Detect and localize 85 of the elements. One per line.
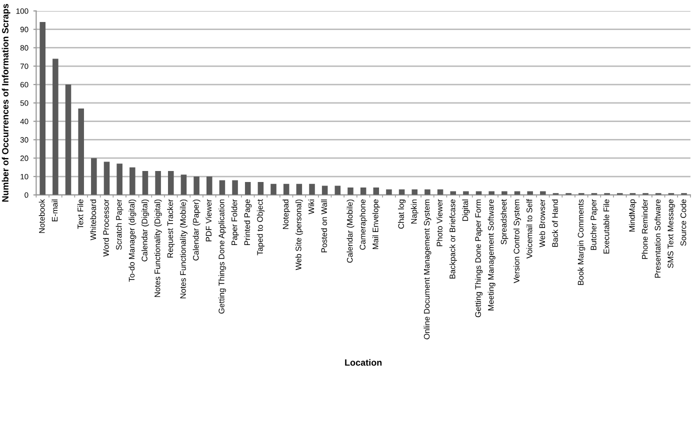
- bar: [386, 189, 392, 195]
- bar: [168, 170, 174, 195]
- x-tick-label: Presentation Software: [654, 199, 661, 278]
- x-tick-label: Mail Envelope: [372, 199, 380, 250]
- bar: [91, 158, 97, 195]
- bar: [502, 191, 508, 195]
- bar: [194, 176, 200, 195]
- x-tick-label: Wiki: [308, 200, 314, 214]
- x-tick-label: Printed Page: [244, 199, 252, 245]
- x-tick-label: Version Control System: [513, 200, 522, 284]
- x-tick-label: Getting Things Done Application: [218, 200, 226, 314]
- bar: [373, 188, 380, 195]
- bar: [360, 188, 366, 195]
- x-tick-label: Scratch Paper: [116, 199, 124, 250]
- x-tick-label: Phone Reminder: [642, 199, 648, 259]
- bar: [450, 191, 456, 195]
- x-tick-label: Digital: [462, 200, 470, 221]
- x-tick-label: Calendar (Mobile): [346, 200, 354, 263]
- x-tick-label: Chat log: [398, 200, 406, 229]
- x-tick-label: Source Code: [680, 199, 686, 246]
- x-tick-label: Cameraphone: [360, 199, 368, 250]
- bar: [322, 186, 328, 195]
- bar: [78, 108, 84, 195]
- bar: [52, 58, 58, 195]
- x-tick-label: Spreadsheet: [500, 199, 508, 244]
- bar: [463, 191, 469, 195]
- x-tick-label: Butcher Paper: [590, 199, 598, 250]
- bar: [180, 174, 187, 195]
- x-tick-label: Taped to Object: [256, 199, 264, 256]
- x-tick-label: Calendar (Digital): [141, 200, 149, 262]
- bar: [540, 191, 546, 195]
- x-tick-label: Notepad: [282, 200, 290, 229]
- x-tick-label: Whiteboard: [90, 200, 96, 240]
- x-tick-label: Web Browser: [539, 199, 546, 248]
- bar: [116, 164, 122, 195]
- x-tick-label: To-do Manager (digital): [128, 200, 136, 282]
- x-tick-label: Executable File: [603, 199, 610, 254]
- x-tick-label: Text File: [77, 199, 84, 229]
- x-tick-label: Voicemail to Self: [526, 199, 532, 259]
- bar: [270, 184, 276, 195]
- x-tick-label: E-mail: [52, 200, 58, 222]
- x-tick-label: Paper Folder: [231, 199, 239, 245]
- bar: [206, 176, 212, 195]
- bar: [424, 189, 430, 195]
- bar: [514, 191, 520, 195]
- x-tick-label: Posted on Wall: [321, 200, 327, 252]
- bar: [130, 167, 136, 195]
- x-tick-label: Getting Things Done Paper Form: [475, 200, 483, 318]
- x-axis-title: Location: [345, 359, 382, 366]
- bar: [219, 180, 226, 195]
- bar: [334, 186, 341, 195]
- x-tick-label: Meeting Management Software: [488, 199, 496, 310]
- bar: [258, 182, 264, 195]
- bar: [283, 184, 290, 195]
- x-tick-label: SMS Text Message: [668, 199, 675, 268]
- x-tick-label: PDF Viewer: [206, 199, 212, 242]
- x-tick-label: Notes Functionality (Digital): [154, 200, 162, 297]
- bar: [488, 191, 494, 195]
- bar: [244, 182, 251, 195]
- x-tick-label: Back of Hand: [552, 200, 558, 247]
- bar: [412, 189, 418, 195]
- x-tick-label: Web Site (personal): [295, 200, 303, 270]
- x-tick-label: MindMap: [628, 199, 636, 232]
- bar: [155, 170, 161, 195]
- x-tick-label: Book Margin Comments: [578, 199, 586, 285]
- x-tick-label: Photo Viewer: [436, 199, 442, 246]
- x-tick-label: Notebook: [38, 199, 45, 233]
- bar: [309, 184, 315, 195]
- bar: [104, 162, 110, 195]
- x-tick-label: Calendar (Paper): [192, 200, 200, 260]
- bar: [142, 170, 148, 195]
- bar: [65, 84, 72, 195]
- x-tick-label: Notes Functionality (Mobile): [180, 200, 188, 298]
- bar: [232, 180, 238, 195]
- bar: [476, 191, 482, 195]
- x-tick-label: Online Document Management System: [424, 200, 432, 340]
- y-axis-title: Number of Occurrences of Information Scraps: [2, 4, 10, 202]
- bar: [527, 191, 533, 195]
- x-tick-label: Request Tracker: [167, 199, 175, 258]
- bar: [40, 22, 46, 195]
- bar: [296, 184, 302, 195]
- bar: [348, 188, 354, 195]
- x-tick-label: Word Processor: [102, 199, 109, 257]
- x-tick-label: Napkin: [410, 200, 418, 224]
- x-tick-label: Backpack or Briefcase: [449, 199, 457, 279]
